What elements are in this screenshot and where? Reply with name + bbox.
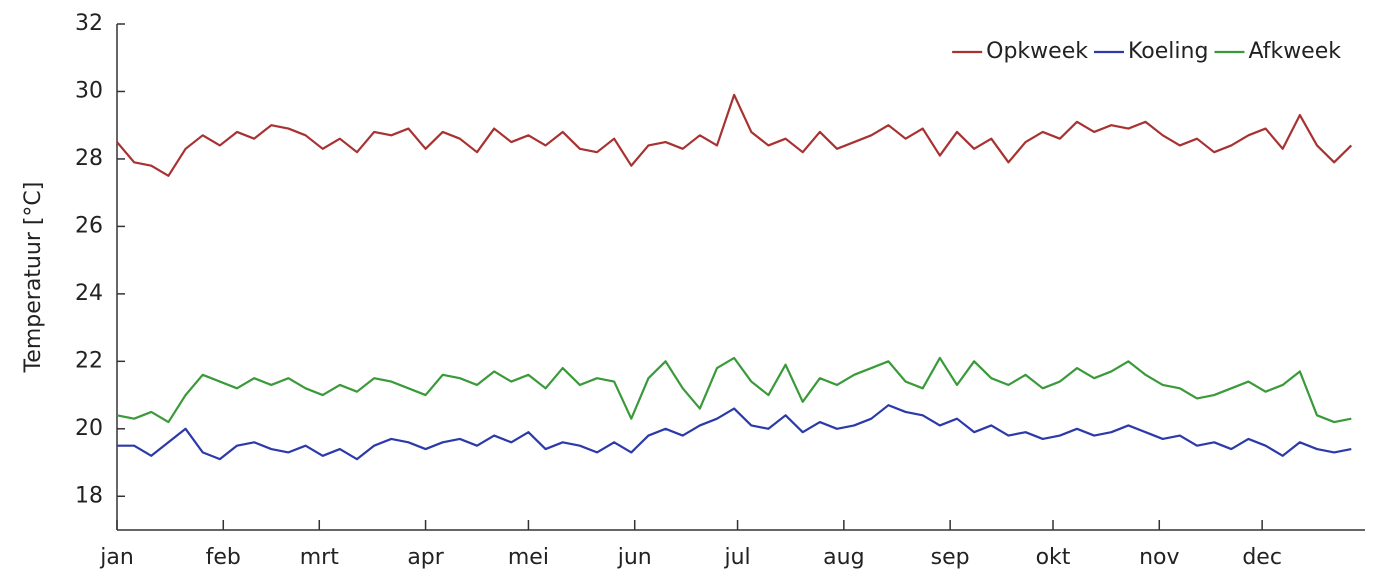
x-tick-label: nov <box>1139 545 1179 570</box>
y-tick-label: 20 <box>75 416 103 441</box>
legend-label: Opkweek <box>986 39 1088 64</box>
data-line <box>116 356 1352 424</box>
legend-label: Koeling <box>1128 39 1208 64</box>
y-tick-label: 18 <box>75 483 103 508</box>
y-tick-label: 24 <box>75 281 103 306</box>
y-tick-label: 30 <box>75 78 103 103</box>
x-tick-label: feb <box>206 545 241 570</box>
y-tick-label: 32 <box>75 11 103 36</box>
x-tick-label: okt <box>1036 545 1071 570</box>
y-tick-label: 26 <box>75 213 103 238</box>
x-tick-label: apr <box>407 545 444 570</box>
x-tick-label: aug <box>823 545 864 570</box>
y-tick-label: 22 <box>75 348 103 373</box>
x-tick-label: mrt <box>300 545 339 570</box>
x-tick-label: jul <box>723 545 750 570</box>
x-tick-label: mei <box>508 545 549 570</box>
y-axis-label: Temperatuur [°C] <box>21 182 46 374</box>
x-tick-label: dec <box>1242 545 1282 570</box>
x-tick-label: sep <box>931 545 970 570</box>
data-line <box>117 404 1352 461</box>
legend-label: Afkweek <box>1248 39 1341 64</box>
x-tick-label: jun <box>617 545 652 570</box>
x-tick-label: jan <box>99 545 134 570</box>
y-tick-label: 28 <box>75 146 103 171</box>
data-line <box>116 93 1353 177</box>
